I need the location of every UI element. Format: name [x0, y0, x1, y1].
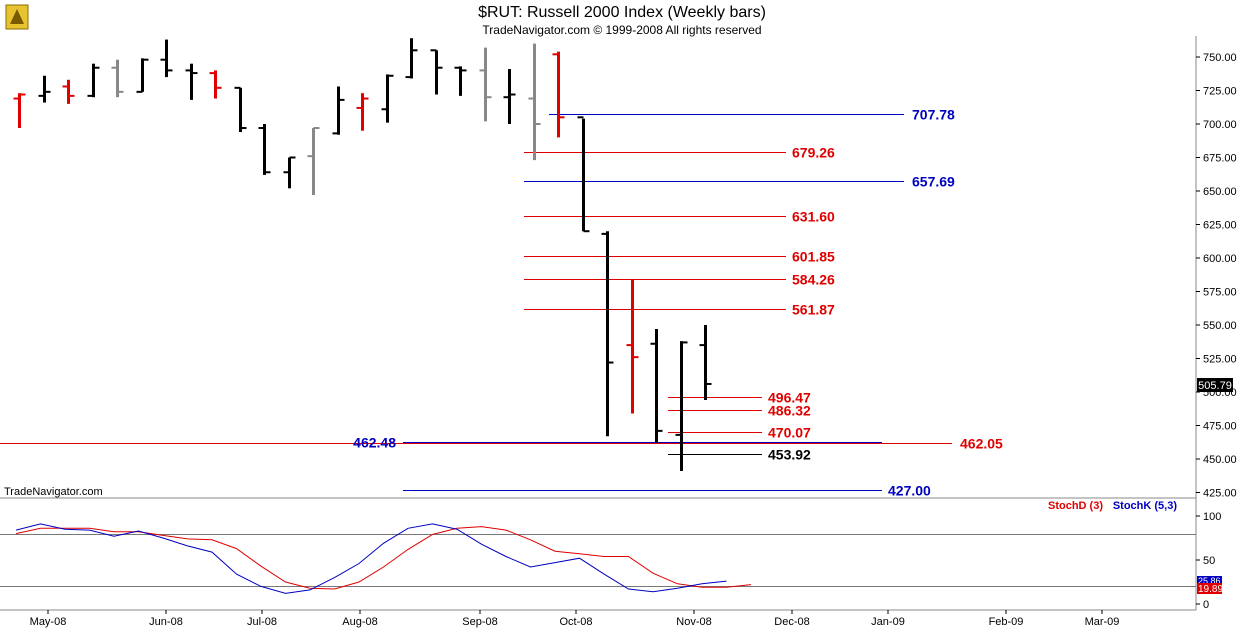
ohlc-bar — [62, 79, 75, 104]
y-tick-label: 550.00 — [1203, 320, 1237, 332]
ohlc-bar — [234, 86, 247, 133]
y-tick-label: 750.00 — [1203, 52, 1237, 64]
x-tick-label: Aug-08 — [342, 616, 377, 628]
level-label: 462.48 — [353, 435, 396, 451]
ohlc-bar — [650, 329, 663, 443]
level-label: 427.00 — [888, 483, 931, 499]
ohlc-bar — [699, 325, 712, 401]
x-tick-label: Mar-09 — [1085, 616, 1120, 628]
ohlc-bar — [258, 124, 271, 175]
last-price-label: 505.79 — [1198, 380, 1232, 392]
stoch-tick-label: 50 — [1203, 555, 1215, 567]
ohlc-bar — [503, 69, 516, 124]
y-tick-label: 425.00 — [1203, 488, 1237, 500]
ohlc-bar — [626, 279, 639, 414]
ohlc-bar — [381, 74, 394, 123]
last-price-box — [1197, 378, 1233, 392]
level-label: 462.05 — [960, 436, 1003, 452]
ohlc-bar — [577, 116, 590, 233]
stochd-last-box — [1197, 583, 1222, 594]
stoch-tick-label: 100 — [1203, 511, 1221, 523]
stochk-last-label: 25.86 — [1198, 576, 1221, 586]
price-levels: 707.78 679.26 657.69 631.60 601.85 584.26 561.… — [0, 107, 1003, 499]
y-tick-label: 600.00 — [1203, 253, 1237, 265]
chart-title: $RUT: Russell 2000 Index (Weekly bars) — [478, 4, 766, 21]
level-label: 631.60 — [792, 209, 835, 225]
ohlc-bar — [111, 59, 124, 98]
ohlc-bar — [87, 63, 100, 98]
stochd-line — [15, 526, 752, 590]
ohlc-bar — [552, 51, 565, 138]
stochastic-axis: 100 50 0 — [0, 511, 1221, 611]
level-label: 707.78 — [912, 107, 955, 123]
x-tick-label: Nov-08 — [676, 616, 711, 628]
x-tick-label: Jul-08 — [247, 616, 277, 628]
y-tick-label: 625.00 — [1203, 220, 1237, 232]
stochastic-lines — [15, 523, 752, 594]
stochd-legend: StochD (3) — [1048, 500, 1103, 512]
y-tick-label: 525.00 — [1203, 354, 1237, 366]
price-axis: 750.00 725.00 700.00 675.00 650.00 625.00 600.… — [1196, 52, 1237, 500]
y-tick-label: 575.00 — [1203, 287, 1237, 299]
level-label: 496.47 — [768, 390, 811, 406]
ohlc-bar — [675, 341, 688, 472]
ohlc-bar — [479, 47, 492, 122]
x-tick-label: Dec-08 — [774, 616, 809, 628]
x-tick-label: Sep-08 — [462, 616, 497, 628]
ohlc-bar — [160, 39, 173, 78]
time-axis: May-08 Jun-08 Jul-08 Aug-08 Sep-08 Oct-08 Nov-… — [30, 610, 1120, 628]
ohlc-bar — [601, 231, 614, 437]
level-label: 679.26 — [792, 145, 835, 161]
stochk-line — [15, 523, 727, 594]
ohlc-bar — [38, 75, 51, 103]
ohlc-bar — [136, 58, 149, 93]
ohlc-bar — [332, 86, 345, 135]
level-label: 657.69 — [912, 174, 955, 190]
y-tick-label: 700.00 — [1203, 119, 1237, 131]
ohlc-bar — [283, 156, 296, 189]
last-price-marker: 505.79 — [1197, 378, 1233, 392]
stoch-tick-label: 0 — [1203, 599, 1209, 611]
x-tick-label: Feb-09 — [989, 616, 1024, 628]
chart-subtitle: TradeNavigator.com © 1999-2008 All right… — [482, 23, 761, 37]
ohlc-bar — [528, 43, 541, 161]
y-tick-label: 675.00 — [1203, 153, 1237, 165]
y-tick-label: 475.00 — [1203, 421, 1237, 433]
ohlc-bar — [209, 70, 222, 99]
ohlc-bar — [405, 38, 418, 79]
stochk-legend: StochK (5,3) — [1113, 500, 1178, 512]
level-label: 453.92 — [768, 447, 811, 463]
level-label: 601.85 — [792, 249, 835, 265]
stochk-last-box — [1197, 576, 1222, 585]
tradenavigator-logo-icon — [5, 4, 29, 30]
stoch-last-markers: 25.86 19.89 — [1197, 576, 1223, 595]
y-tick-label: 725.00 — [1203, 86, 1237, 98]
x-tick-label: Jun-08 — [149, 616, 183, 628]
ohlc-bar — [13, 93, 26, 129]
level-label: 470.07 — [768, 425, 811, 441]
x-tick-label: Jan-09 — [871, 616, 905, 628]
level-label: 561.87 — [792, 302, 835, 318]
stochd-last-label: 19.89 — [1198, 584, 1223, 595]
ohlc-bar — [454, 66, 467, 96]
x-tick-label: May-08 — [30, 616, 67, 628]
y-tick-label: 450.00 — [1203, 454, 1237, 466]
ohlc-bar — [185, 63, 198, 100]
level-label: 584.26 — [792, 272, 835, 288]
ohlc-bar — [356, 93, 369, 131]
y-tick-label: 650.00 — [1203, 186, 1237, 198]
ohlc-bar — [430, 49, 443, 95]
price-bars — [13, 38, 712, 472]
watermark: TradeNavigator.com — [4, 486, 103, 498]
ohlc-bar — [307, 127, 320, 196]
level-label: 486.32 — [768, 403, 811, 419]
x-tick-label: Oct-08 — [559, 616, 592, 628]
